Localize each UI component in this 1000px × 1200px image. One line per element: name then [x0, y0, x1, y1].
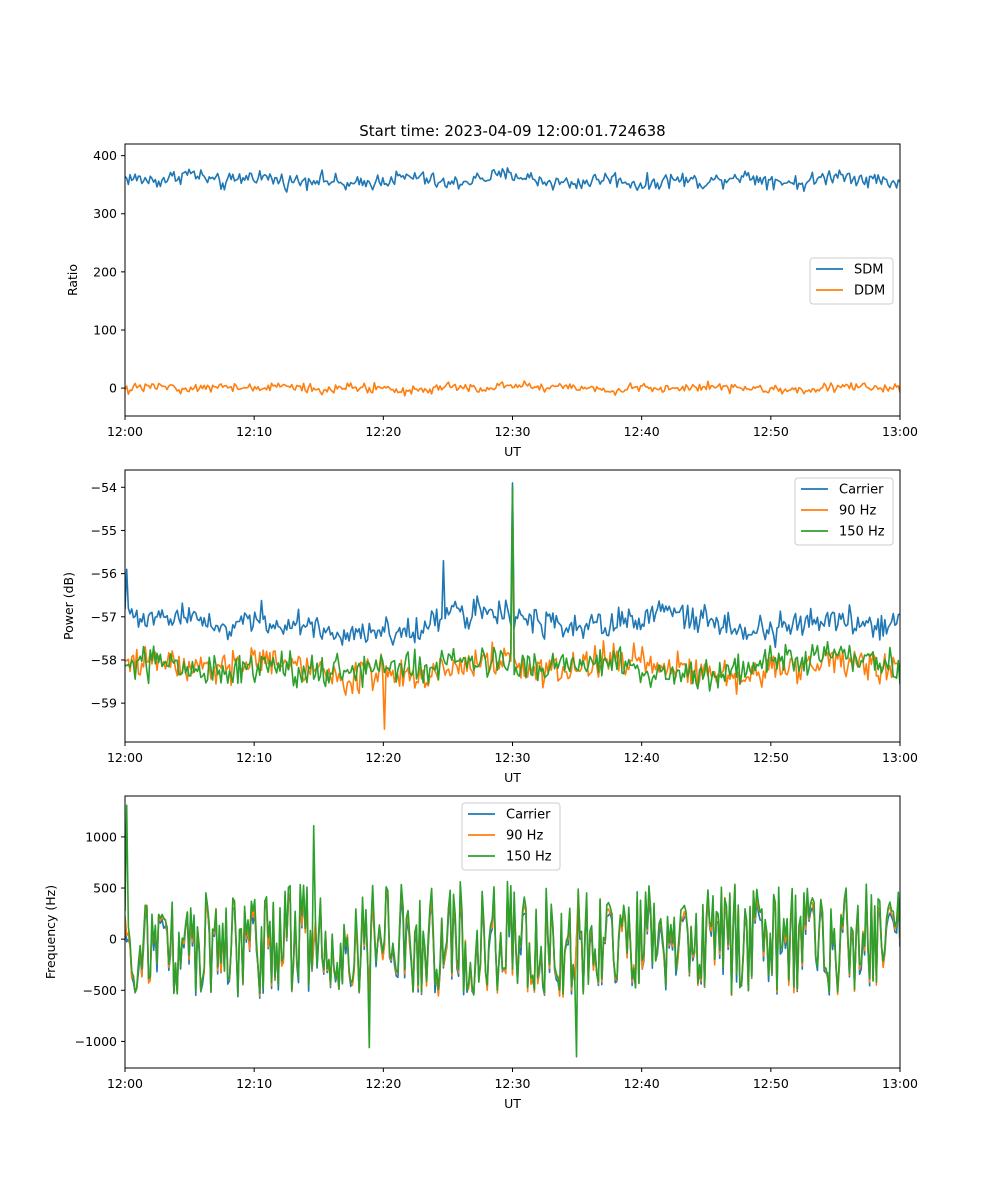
x-tick-label: 12:10	[236, 1076, 272, 1091]
x-tick-label: 12:40	[624, 750, 660, 765]
x-tick-label: 12:10	[236, 750, 272, 765]
x-axis-label: UT	[504, 770, 521, 785]
y-tick-label: 1000	[85, 829, 117, 844]
y-axis-label: Frequency (Hz)	[43, 885, 58, 979]
x-tick-label: 12:50	[753, 1076, 789, 1091]
x-tick-label: 13:00	[882, 1076, 918, 1091]
y-tick-label: −1000	[75, 1034, 117, 1049]
chart-panel-2: 12:00 12:10 12:20 12:30 12:40 12:50 13:00 −59 −5…	[61, 469, 918, 785]
x-tick-label: 12:00	[107, 1076, 143, 1091]
x-axis-label: UT	[504, 1096, 521, 1111]
x-tick-label: 12:50	[753, 424, 789, 439]
y-tick-label: −59	[91, 696, 117, 711]
x-tick-label: 12:00	[107, 424, 143, 439]
x-tick-label: 12:40	[624, 424, 660, 439]
plot-lines	[125, 804, 900, 1058]
legend-label-carrier: Carrier	[839, 483, 884, 498]
y-tick-label: 200	[93, 264, 117, 279]
series-line-150-hz	[125, 804, 900, 1058]
y-tick-label: 300	[93, 206, 117, 221]
legend-label-ddm: DDM	[854, 284, 885, 299]
x-tick-label: 12:30	[494, 424, 530, 439]
legend-label-90-hz: 90 Hz	[506, 829, 543, 844]
y-tick-label: 500	[93, 881, 117, 896]
y-tick-label: 0	[109, 932, 117, 947]
x-tick-label: 12:20	[365, 424, 401, 439]
legend: Carrier 90 Hz 150 Hz	[461, 802, 561, 871]
legend-box	[461, 802, 561, 871]
y-tick-label: −56	[91, 566, 117, 581]
x-tick-label: 12:30	[494, 1076, 530, 1091]
y-axis-label: Power (dB)	[61, 572, 76, 640]
y-tick-label: −500	[83, 983, 117, 998]
y-tick-label: −54	[91, 480, 117, 495]
y-tick-label: 400	[93, 148, 117, 163]
y-tick-label: −55	[91, 523, 117, 538]
chart-panel-3: 12:00 12:10 12:20 12:30 12:40 12:50 13:00 −1000…	[43, 795, 918, 1111]
x-axis-label: UT	[504, 444, 521, 459]
x-tick-label: 12:30	[494, 750, 530, 765]
x-tick-label: 12:20	[365, 750, 401, 765]
legend-box	[794, 477, 894, 546]
legend-label-sdm: SDM	[854, 263, 883, 278]
x-tick-label: 12:10	[236, 424, 272, 439]
series-line-carrier	[125, 482, 900, 649]
y-tick-label: 0	[109, 381, 117, 396]
chart-panel-1: 12:00 12:10 12:20 12:30 12:40 12:50 13:00 0 100 2…	[65, 143, 918, 459]
x-tick-label: 12:50	[753, 750, 789, 765]
y-axis-label: Ratio	[65, 264, 80, 296]
plot-lines	[125, 167, 900, 397]
series-line-150-hz	[125, 486, 900, 692]
legend-label-carrier: Carrier	[506, 808, 551, 823]
legend: Carrier 90 Hz 150 Hz	[794, 477, 894, 546]
chart-panels: 12:00 12:10 12:20 12:30 12:40 12:50 13:00 0 100 2…	[43, 143, 918, 1111]
y-tick-label: 100	[93, 322, 117, 337]
legend-label-150-hz: 150 Hz	[839, 525, 885, 540]
y-tick-label: −57	[91, 609, 117, 624]
x-tick-label: 12:40	[624, 1076, 660, 1091]
plot-lines	[125, 482, 900, 730]
x-tick-label: 12:20	[365, 1076, 401, 1091]
legend: SDM DDM	[809, 257, 894, 305]
y-tick-label: −58	[91, 652, 117, 667]
legend-label-90-hz: 90 Hz	[839, 504, 876, 519]
x-tick-label: 13:00	[882, 750, 918, 765]
legend-label-150-hz: 150 Hz	[506, 850, 552, 865]
figure-title: Start time: 2023-04-09 12:00:01.724638	[359, 122, 665, 140]
x-tick-label: 13:00	[882, 424, 918, 439]
x-tick-label: 12:00	[107, 750, 143, 765]
series-line-ddm	[125, 380, 900, 397]
series-line-sdm	[125, 167, 900, 193]
